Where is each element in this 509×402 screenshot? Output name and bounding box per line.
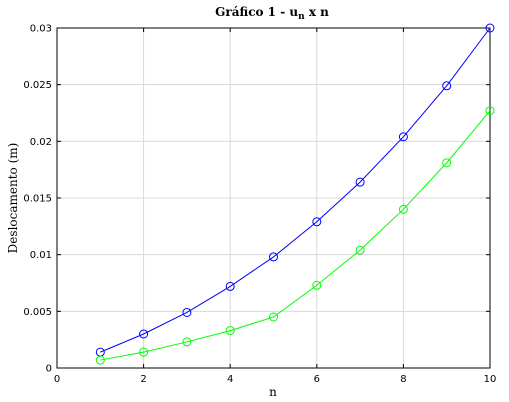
y-tick-label: 0.02	[30, 137, 52, 148]
series-group	[95, 23, 495, 365]
data-point	[182, 337, 192, 347]
data-point	[225, 326, 235, 336]
data-point	[442, 158, 452, 168]
series-2	[95, 106, 495, 365]
x-axis-label: n	[269, 385, 277, 399]
data-point	[355, 177, 365, 187]
data-point	[139, 347, 149, 357]
y-tick-label: 0.01	[30, 250, 52, 261]
chart-title-tail: x n	[305, 5, 330, 19]
data-point	[355, 245, 365, 255]
data-point	[312, 280, 322, 290]
y-tick-label: 0.015	[23, 194, 52, 205]
data-point	[139, 329, 149, 339]
chart-title: Gráfico 1 - un x n	[215, 5, 329, 22]
chart-title-main: Gráfico 1 - u	[215, 5, 298, 19]
x-tick-label: 8	[400, 374, 406, 385]
data-point	[182, 307, 192, 317]
chart-title-subscript: n	[298, 12, 305, 22]
x-tick-label: 6	[314, 374, 320, 385]
data-point	[442, 81, 452, 91]
series-line	[100, 27, 491, 353]
y-tick-label: 0.03	[30, 24, 52, 35]
data-point	[398, 204, 408, 214]
x-tick-label: 4	[227, 374, 233, 385]
axis-ticks: 0 2 4 6 8 10 0 0.005 0.01 0.015 0.02 0.025 0.03	[23, 24, 496, 386]
data-point	[485, 106, 495, 116]
data-point	[269, 252, 278, 262]
y-tick-label: 0	[46, 364, 52, 375]
y-tick-label: 0.005	[23, 307, 52, 318]
y-axis-label: Deslocamento (m)	[6, 143, 20, 254]
data-point	[225, 281, 235, 291]
data-point	[312, 217, 322, 227]
data-point	[485, 23, 495, 33]
x-tick-label: 10	[484, 374, 497, 385]
data-point	[269, 312, 278, 322]
series-line	[100, 110, 491, 361]
data-point	[95, 355, 105, 365]
x-tick-label: 2	[140, 374, 146, 385]
data-point	[398, 132, 408, 142]
x-tick-label: 0	[54, 374, 60, 385]
y-tick-label: 0.025	[23, 80, 52, 91]
